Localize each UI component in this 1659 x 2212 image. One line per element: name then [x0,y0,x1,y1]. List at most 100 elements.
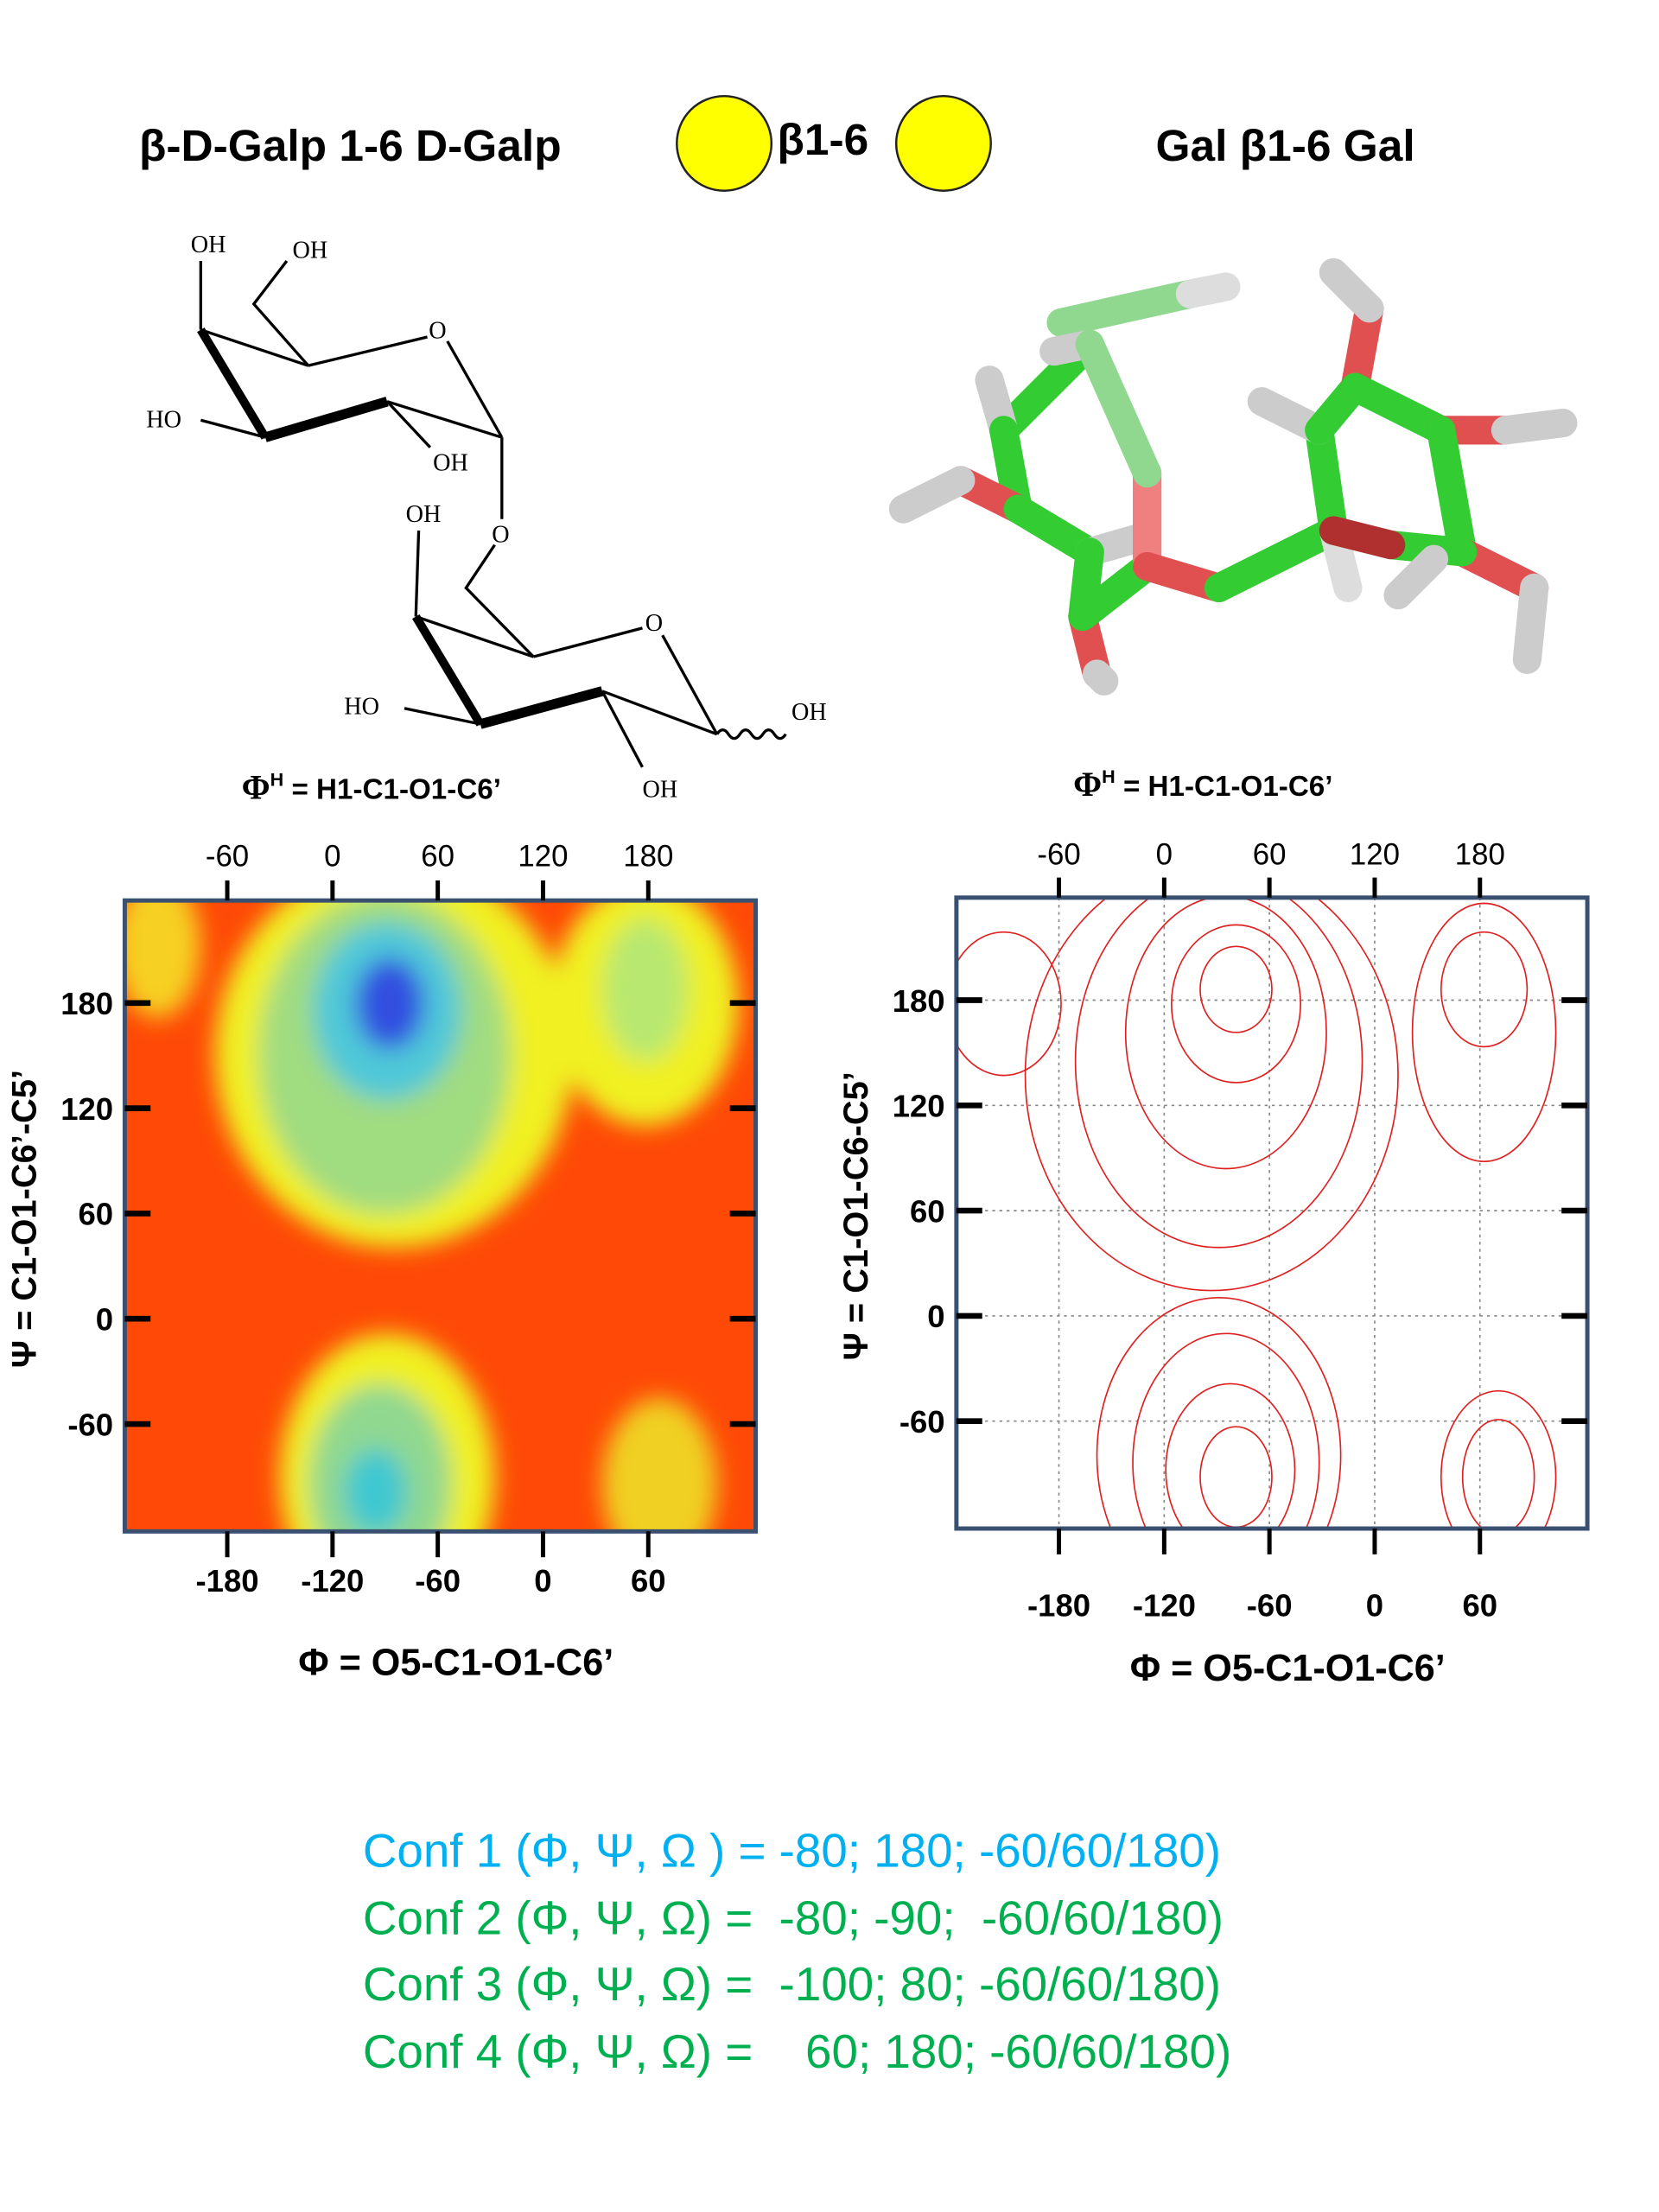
structure-drawing-part [200,418,266,439]
left-tick-label: 0 [96,1302,113,1338]
contour-plot-part [1024,897,1399,1292]
contour-plot-part [956,931,1062,1077]
structure-drawing-part [532,626,643,658]
left-tick-label: 180 [60,986,113,1021]
top-axis-label: ΦH = H1-C1-O1-C6’ [1073,766,1332,804]
heatmap-part-part [355,957,425,1050]
atom-labels-part: HO [146,407,181,434]
left-tick-label: -60 [67,1407,113,1442]
axis-sup: H [1102,766,1116,787]
atom-labels-part: OH [433,449,468,476]
heatmap-part [124,900,739,1532]
structure-drawing-part [404,707,481,726]
title-left: β-D-Galp 1-6 D-Galp [139,120,562,170]
top-tick-label: 60 [1253,838,1287,872]
top-tick-label: 120 [518,839,568,873]
stick-model-part [1340,372,1456,445]
left-tick-label: 60 [910,1193,945,1229]
contour-plot-part [1074,897,1363,1249]
structure-drawing-part [661,634,719,735]
structure-drawing [197,260,787,768]
bottom-tick-label: -60 [415,1563,461,1599]
bottom-tick-label: 60 [631,1563,666,1599]
left-tick-label: 0 [927,1299,944,1334]
stick-model-part [1305,416,1348,545]
top-tick-label: -60 [206,839,249,873]
title-right: Gal β1-6 Gal [1156,120,1415,170]
atom-labels-part: HO [344,693,379,720]
structure-drawing-part [415,615,534,658]
x-axis-label: Φ = O5-C1-O1-C6’ [1130,1648,1446,1689]
structure-drawing-part [601,690,718,736]
stick-model-part [888,466,976,524]
axis-symbol: Φ [242,768,270,806]
axis-sup: H [270,768,284,790]
stick-model [888,257,1578,696]
contour-plot-part [1199,945,1273,1033]
structure-drawing-part [715,728,787,741]
structure-drawing-part [479,686,604,729]
contour-plot-part [1461,1419,1535,1529]
stick-model-part [1427,416,1478,567]
conformation: Conf 4 (Φ, Ψ, Ω) = 60; 180; -60/60/180) [363,2024,1231,2078]
atom-labels-part: OH [293,238,328,264]
structure-drawing-part [414,530,421,617]
structure-drawing-part [264,397,389,442]
header: β-D-Galp 1-6 D-Galp β1-6 Gal β1-6 Gal [139,94,1415,192]
left-tick-label: 120 [893,1089,945,1124]
top-tick-label: 0 [1156,838,1173,872]
stick-model-part [1383,544,1449,610]
axes: ΦH = H1-C1-O1-C6’-60 0 60 120 180-180 -120 -60… [5,766,1588,1689]
contour-plot-part [1165,1382,1296,1529]
structure-drawing-part [601,690,644,768]
stick-model-part [1491,408,1578,445]
heatmap-part-part [344,1448,408,1532]
bottom-tick-label: -180 [195,1563,258,1599]
left-tick-label: 120 [60,1091,113,1127]
top-tick-label: 180 [623,839,673,873]
atom-labels-part: OH [406,501,442,528]
stick-model-part [1082,659,1119,696]
canvas: β-D-Galp 1-6 D-Galp β1-6 Gal β1-6 Gal OH… [5,94,1590,2078]
contour-plot-part [1096,1297,1342,1529]
structure-drawing-part [446,340,504,438]
structure-drawing-part [386,400,503,439]
conformation: Conf 2 (Φ, Ψ, Ω) = -80; -90; -60/60/180) [363,1891,1224,1945]
stick-model-part [1046,279,1205,337]
bottom-tick-label: 0 [1366,1587,1383,1623]
top-tick-label: -60 [1037,838,1080,872]
stick-model-part [1319,516,1406,560]
conformations: Conf 1 (Φ, Ψ, Ω ) = -80; 180; -60/60/180… [363,1824,1231,2078]
axis-symbol: Φ [1073,766,1102,804]
bottom-tick-label: -120 [1133,1587,1196,1623]
structure-drawing-part [200,328,309,367]
atom-labels: OH OH O HO OH O OH O HO OH OH [146,232,827,804]
galactose-icon [894,94,992,192]
top-tick-label: 0 [324,839,340,873]
bottom-tick-label: -180 [1027,1587,1090,1623]
axis-rest: = H1-C1-O1-C6’ [283,773,501,805]
atom-labels-part: OH [791,699,827,726]
x-axis-label: Φ = O5-C1-O1-C6’ [298,1642,613,1683]
atom-labels-part: OH [191,232,226,258]
contour-plot [956,897,1588,1529]
contour-plot-part [956,897,1588,1529]
structure-drawing-part [197,327,270,440]
atom-labels-part: O [645,610,663,637]
stick-model-part [1319,257,1384,323]
atom-labels-part: O [492,521,509,548]
linkage: β1-6 [777,114,868,164]
bottom-tick-label: 0 [534,1563,551,1599]
atom-labels-part: OH [642,777,677,804]
heatmap-part-part [601,918,689,1062]
contour-plot-part [1132,1332,1320,1529]
axis-rest: = H1-C1-O1-C6’ [1116,771,1333,803]
structure-drawing-part [251,260,310,367]
left-tick-label: 180 [893,983,945,1019]
contour-plot-part [1440,931,1529,1048]
structure-drawing-part [385,400,432,448]
top-tick-label: 120 [1350,838,1400,872]
contour-plot-part [1170,924,1301,1084]
heatmap-part-part [602,1398,717,1532]
